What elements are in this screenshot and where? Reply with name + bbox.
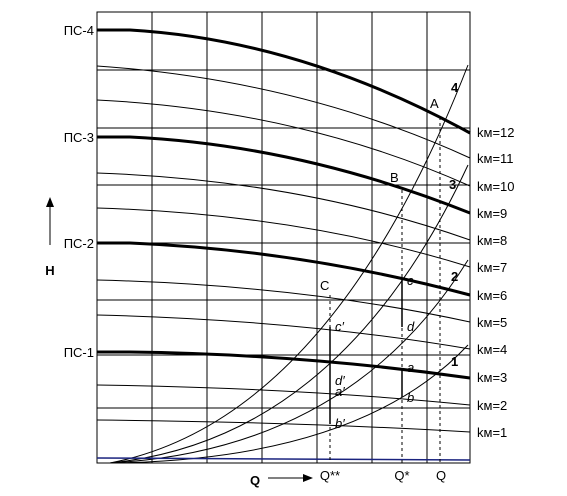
curve-labels: kм=12 kм=11 kм=10 kм=9 kм=8 kм=7 kм=6 kм=5 kм=4 k…	[477, 125, 515, 440]
curve-label: kм=2	[477, 398, 507, 413]
curve-label: kм=8	[477, 233, 507, 248]
curve-label: kм=11	[477, 151, 514, 166]
curves	[96, 28, 471, 464]
arrows	[46, 197, 313, 482]
curve-label: kм=7	[477, 260, 507, 275]
pipe-label: 3	[449, 177, 456, 192]
point: a′	[335, 384, 345, 399]
curve-label: kм=5	[477, 315, 507, 330]
pipe-label: 2	[451, 269, 458, 284]
point: c	[407, 273, 414, 288]
curve-label: kм=10	[477, 179, 515, 194]
q-mark: Q*	[394, 468, 409, 483]
point: d	[407, 319, 415, 334]
curve-label: kм=6	[477, 288, 507, 303]
curve-label: kм=12	[477, 125, 515, 140]
curve-label: kм=1	[477, 425, 507, 440]
level: ПС-2	[64, 236, 94, 251]
level: ПС-4	[64, 23, 94, 38]
point: c′	[335, 319, 345, 334]
level: ПС-1	[64, 345, 94, 360]
y-label: H	[45, 263, 54, 278]
q-mark: Q**	[320, 468, 340, 483]
point: a	[407, 360, 414, 375]
pipe-label: 1	[451, 354, 458, 369]
pipe-label: 4	[451, 80, 459, 95]
verticals	[329, 117, 441, 463]
point: b′	[335, 416, 345, 431]
level: ПС-3	[64, 130, 94, 145]
point: A	[430, 96, 439, 111]
point: b	[407, 390, 414, 405]
curve-label: kм=4	[477, 342, 507, 357]
curve-label: kм=9	[477, 206, 507, 221]
curve-label: kм=3	[477, 370, 507, 385]
point: B	[390, 170, 399, 185]
point: C	[320, 278, 329, 293]
point: d′	[335, 373, 345, 388]
q-mark: Q	[436, 468, 446, 483]
x-label: Q	[250, 473, 260, 488]
